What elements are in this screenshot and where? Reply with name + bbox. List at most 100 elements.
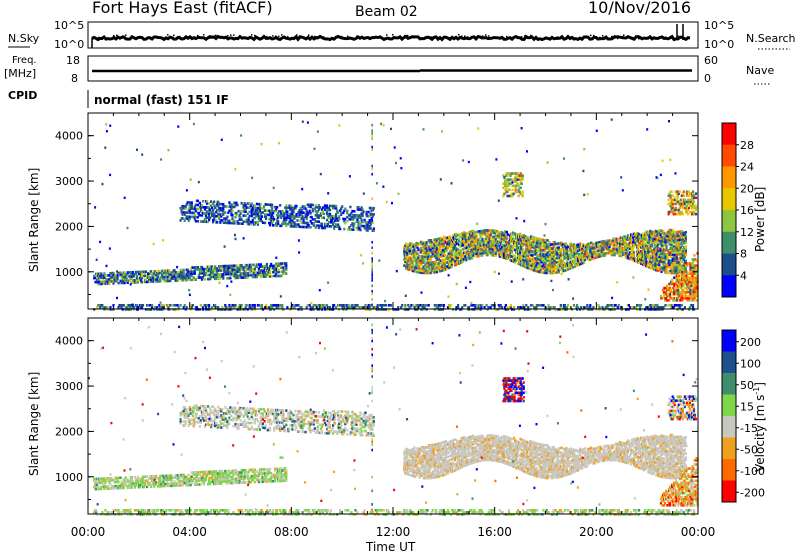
range-gate-cell	[524, 253, 527, 256]
range-gate-cell	[604, 254, 607, 257]
range-gate-cell	[623, 235, 626, 238]
range-gate-cell	[346, 219, 349, 223]
range-gate-cell	[668, 261, 671, 265]
range-gate-cell	[232, 266, 235, 270]
range-gate-cell	[589, 304, 592, 307]
noise-point	[311, 36, 313, 39]
range-gate-cell	[671, 263, 674, 267]
range-gate-cell	[514, 256, 517, 260]
noise-point	[125, 34, 127, 36]
range-gate-cell	[681, 254, 684, 257]
range-gate-cell	[566, 268, 569, 271]
range-gate-cell	[490, 304, 493, 307]
range-gate-cell	[519, 180, 522, 183]
range-gate-cell	[417, 258, 420, 262]
range-gate-cell	[190, 306, 193, 309]
range-gate-cell	[276, 205, 279, 209]
range-gate-cell	[589, 248, 592, 251]
range-gate-cell	[684, 245, 687, 248]
range-gate-cell	[672, 269, 675, 273]
range-gate-cell	[443, 260, 446, 263]
range-gate-cell	[179, 304, 182, 307]
range-gate-cell	[245, 304, 248, 307]
range-gate-cell	[549, 243, 552, 246]
range-gate-cell	[217, 306, 220, 309]
range-gate-cell	[407, 259, 410, 263]
range-gate-cell	[169, 304, 172, 307]
range-gate-cell	[283, 270, 286, 273]
range-gate-cell	[260, 304, 263, 307]
range-gate-cell	[534, 240, 537, 244]
range-gate-cell	[294, 223, 297, 226]
range-gate-cell	[425, 263, 428, 267]
beam-label: Beam 02	[355, 4, 418, 20]
range-gate-cell	[552, 255, 555, 258]
range-gate-cell	[610, 249, 613, 253]
range-gate-cell	[237, 209, 240, 213]
range-gate-cell	[653, 266, 656, 269]
range-gate-cell	[549, 255, 552, 259]
range-gate-cell	[244, 270, 247, 273]
range-gate-cell	[502, 246, 505, 249]
range-gate-cell	[468, 239, 471, 242]
range-gate-cell	[182, 306, 185, 309]
range-gate-cell	[214, 269, 217, 272]
range-gate-cell	[275, 264, 278, 268]
range-gate-cell	[625, 250, 628, 253]
range-gate-cell	[190, 205, 193, 208]
range-gate-cell	[557, 262, 560, 266]
range-gate-cell	[424, 251, 427, 254]
range-gate-cell	[668, 304, 671, 307]
range-gate-cell	[618, 254, 621, 258]
range-gate-cell	[639, 235, 642, 238]
range-gate-cell	[254, 206, 257, 210]
range-gate-cell	[261, 221, 265, 224]
range-gate-cell	[161, 304, 164, 307]
range-gate-cell	[418, 263, 421, 266]
range-gate-cell	[597, 243, 600, 246]
range-gate-cell	[228, 304, 231, 307]
range-gate-cell	[123, 277, 126, 281]
range-gate-cell	[321, 226, 324, 230]
range-gate-cell	[557, 270, 560, 274]
range-gate-cell	[334, 225, 337, 228]
range-gate-cell	[309, 219, 312, 223]
range-gate-cell	[163, 279, 166, 283]
range-gate-cell	[457, 254, 460, 257]
range-gate-cell	[287, 222, 290, 226]
range-gate-cell	[249, 220, 252, 224]
range-gate-cell	[659, 261, 662, 265]
range-gate-cell	[581, 251, 584, 255]
noise-point	[158, 37, 160, 39]
range-gate-cell	[431, 253, 434, 256]
range-gate-cell	[344, 217, 347, 221]
range-gate-cell	[480, 239, 483, 243]
noise-point	[179, 35, 181, 38]
range-gate-cell	[218, 215, 221, 218]
range-gate-cell	[506, 188, 509, 192]
range-gate-cell	[300, 306, 303, 309]
range-gate-cell	[420, 263, 423, 266]
range-gate-cell	[278, 270, 281, 274]
range-gate-cell	[544, 263, 547, 266]
range-gate-cell	[269, 217, 272, 221]
range-gate-cell	[676, 238, 679, 242]
range-gate-cell	[357, 222, 360, 226]
range-gate-cell	[336, 209, 339, 212]
range-gate-cell	[350, 211, 353, 215]
range-gate-cell	[314, 210, 317, 213]
range-gate-cell	[455, 234, 458, 238]
range-gate-cell	[550, 265, 553, 269]
range-gate-cell	[207, 220, 210, 224]
range-gate-cell	[522, 256, 525, 260]
range-gate-cell	[531, 246, 534, 249]
range-gate-cell	[514, 172, 517, 175]
range-gate-cell	[406, 253, 409, 256]
range-gate-cell	[602, 250, 605, 253]
range-gate-cell	[641, 258, 644, 262]
range-gate-cell	[436, 250, 439, 253]
range-gate-cell	[265, 262, 269, 266]
range-gate-cell	[203, 278, 207, 281]
range-gate-cell	[489, 237, 492, 240]
range-gate-cell	[268, 221, 271, 225]
